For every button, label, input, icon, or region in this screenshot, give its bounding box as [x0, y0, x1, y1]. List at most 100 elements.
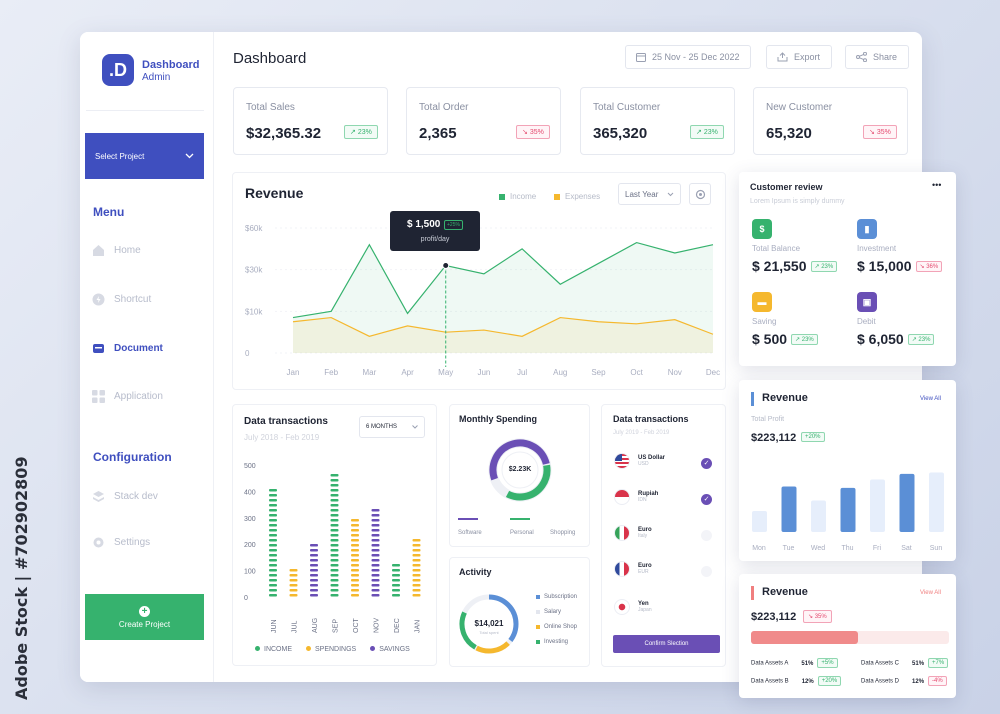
- bar-segment: [330, 494, 339, 497]
- trend-badge-up: ↗ 23%: [690, 125, 724, 139]
- view-all-link[interactable]: View All: [920, 396, 941, 402]
- bar-segment: [371, 564, 380, 567]
- expenses-swatch: [554, 193, 560, 200]
- x-tick-label: JUN: [271, 619, 278, 633]
- bar-jul: [289, 569, 298, 597]
- bar-thu: [840, 487, 856, 532]
- bar-segment: [371, 534, 380, 537]
- unchecked-circle-icon[interactable]: [701, 530, 712, 541]
- bar-segment: [392, 564, 400, 567]
- activity-center-value: $14,021: [474, 619, 504, 628]
- confirm-selection-button[interactable]: Confirm Slection: [613, 635, 720, 653]
- y-tick-label: 500: [244, 463, 256, 470]
- data-asset-a: Data Assets A 51% +5%: [751, 658, 838, 668]
- bar-segment: [330, 564, 339, 567]
- bar-segment: [351, 559, 359, 562]
- bar-segment: [330, 589, 339, 592]
- card-subtitle: July 2019 - Feb 2019: [613, 430, 670, 436]
- x-tick-label: Dec: [706, 368, 720, 377]
- label-shopping: Shopping: [550, 530, 576, 536]
- bar-segment: [269, 519, 277, 522]
- bar-segment: [371, 569, 380, 572]
- bar-segment: [412, 569, 421, 572]
- x-tick-label: AUG: [312, 618, 319, 633]
- bar-segment: [371, 509, 380, 512]
- review-label: Total Balance: [752, 244, 801, 253]
- review-value: $ 21,550: [752, 258, 807, 274]
- chart-settings-button[interactable]: [689, 183, 711, 205]
- wallet-icon: ▬: [752, 292, 772, 312]
- stat-card-total-order: Total Order 2,365 ↘ 35%: [406, 87, 561, 155]
- bar-wed: [811, 500, 826, 532]
- bar-segment: [330, 504, 339, 507]
- more-options-icon[interactable]: •••: [932, 180, 942, 190]
- check-icon[interactable]: ✓: [701, 494, 712, 505]
- sidebar-item-home[interactable]: Home: [92, 244, 141, 257]
- select-project-dropdown[interactable]: Select Project: [85, 133, 204, 179]
- review-value: $ 6,050: [857, 331, 904, 347]
- bar-tue: [781, 486, 797, 532]
- bar-segment: [269, 544, 277, 547]
- activity-card: Activity $14,021 Total spent Subscriptio…: [449, 557, 590, 667]
- trend-badge-down: ↘ 35%: [863, 125, 897, 139]
- check-icon[interactable]: ✓: [701, 458, 712, 469]
- bar-segment: [330, 559, 339, 562]
- x-tick-label: Thu: [841, 545, 853, 552]
- view-all-link[interactable]: View All: [920, 590, 941, 596]
- currency-row-usd[interactable]: US Dollar USD: [614, 453, 665, 469]
- currency-row-idr[interactable]: Rupiah IDN: [614, 489, 658, 505]
- date-range-picker[interactable]: 25 Nov - 25 Dec 2022: [625, 45, 751, 69]
- sidebar-item-shortcut[interactable]: Shortcut: [92, 293, 151, 306]
- bar-oct: [351, 519, 359, 597]
- stock-watermark: Adobe Stock | #702902809: [12, 456, 31, 700]
- currency-row-eur-italy[interactable]: Euro Italy: [614, 525, 652, 541]
- bar-fri: [870, 479, 885, 532]
- unchecked-circle-icon[interactable]: [701, 566, 712, 577]
- bar-segment: [330, 544, 339, 547]
- trend-badge-down: ↘ 36%: [915, 261, 943, 273]
- currency-row-eur[interactable]: Euro EUR: [614, 561, 652, 577]
- sidebar-item-application[interactable]: Application: [92, 390, 163, 403]
- period-select[interactable]: 6 MONTHS: [359, 416, 425, 438]
- bar-segment: [412, 589, 421, 592]
- share-button[interactable]: Share: [845, 45, 909, 69]
- x-tick-label: Mon: [752, 545, 766, 552]
- bar-segment: [330, 489, 339, 492]
- review-label: Saving: [752, 317, 777, 326]
- review-label: Debit: [857, 317, 876, 326]
- bar-segment: [330, 574, 339, 577]
- bar-segment: [310, 559, 318, 562]
- bar-aug: [310, 544, 318, 597]
- grid-icon: [92, 390, 105, 403]
- bar-segment: [269, 509, 277, 512]
- currency-code: IDN: [638, 497, 647, 503]
- share-icon: [856, 52, 867, 62]
- customer-review-card: Customer review Lorem Ipsum is simply du…: [739, 172, 956, 366]
- bar-segment: [392, 569, 400, 572]
- x-tick-label: Jan: [287, 368, 300, 377]
- period-select[interactable]: Last Year: [618, 183, 681, 205]
- sidebar-item-document[interactable]: Document: [92, 342, 163, 355]
- currency-code: EUR: [638, 569, 649, 575]
- trend-badge-down: ↘ 35%: [803, 610, 832, 623]
- legend-subscription: Subscription: [544, 594, 578, 600]
- period-label: 6 MONTHS: [366, 424, 398, 430]
- export-button[interactable]: Export: [766, 45, 832, 69]
- sidebar-item-stack-dev[interactable]: Stack dev: [92, 490, 158, 503]
- create-project-button[interactable]: + Create Project: [85, 594, 204, 640]
- label-software: Software: [458, 530, 482, 536]
- legend-spendings: SPENDINGS: [306, 646, 356, 653]
- donut-center-value: $2.23K: [508, 466, 532, 473]
- data-asset-b: Data Assets B 12% +20%: [751, 676, 842, 686]
- bar-segment: [351, 594, 359, 597]
- bar-segment: [269, 499, 277, 502]
- configuration-heading: Configuration: [93, 450, 172, 464]
- bar-nov: [371, 509, 380, 597]
- select-project-label: Select Project: [95, 151, 145, 161]
- sidebar-item-settings[interactable]: Settings: [92, 536, 150, 549]
- period-label: Last Year: [625, 189, 659, 199]
- bar-segment: [269, 564, 277, 567]
- currency-row-jpy[interactable]: Yen Japan: [614, 599, 652, 615]
- chevron-down-icon: [185, 152, 194, 161]
- income-swatch: [499, 193, 505, 200]
